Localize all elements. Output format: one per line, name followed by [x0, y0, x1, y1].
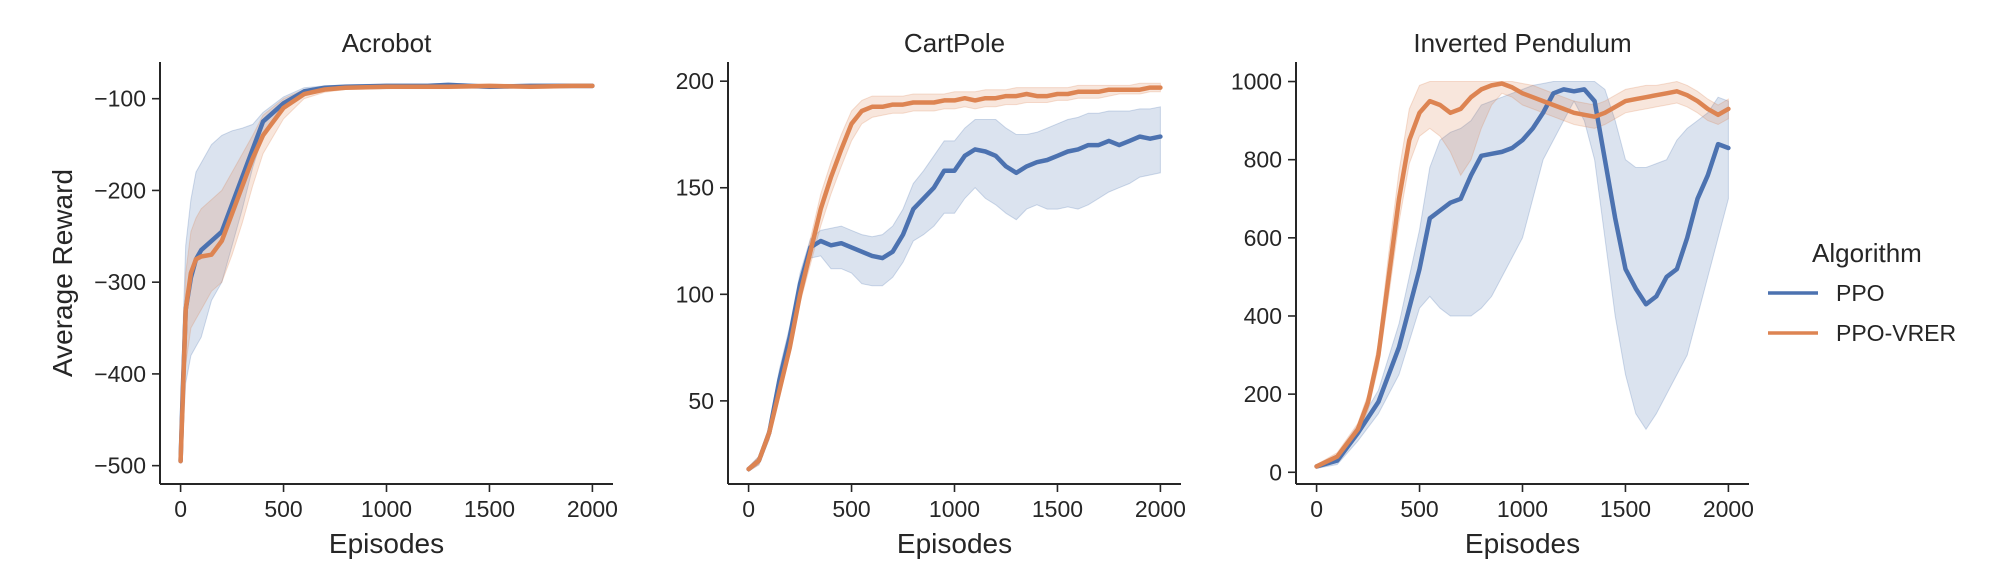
y-tick-label: −100 [94, 86, 146, 112]
x-tick-label: 500 [832, 496, 870, 522]
chart-panel-1: 0 500 1000 1500 2000 −500 −400 −300 −200 −100 Acro… [47, 28, 618, 559]
chart-panel-2: 0 500 1000 1500 2000 50 100 150 200 CartPole Episo… [676, 28, 1186, 559]
x-tick-label: 0 [1310, 496, 1323, 522]
confidence-band-ppo-vrer [748, 82, 1161, 473]
confidence-band-ppo [180, 82, 593, 462]
series-line-ppo [746, 134, 1163, 472]
y-axis-label: Average Reward [47, 169, 78, 377]
x-tick-label: 2000 [1703, 496, 1754, 522]
x-axis-label: Episodes [897, 528, 1012, 559]
series-line-ppo-vrer [746, 85, 1163, 472]
y-tick-label: 0 [1269, 459, 1282, 485]
legend: Algorithm PPO PPO-VRER [1768, 238, 1956, 346]
x-axis-label: Episodes [329, 528, 444, 559]
x-tick-label: 1500 [464, 496, 515, 522]
chart-title: CartPole [904, 28, 1005, 58]
x-tick-label: 2000 [567, 496, 618, 522]
y-tick-label: 50 [688, 388, 714, 414]
y-tick-label: −300 [94, 269, 146, 295]
legend-label-ppo: PPO [1836, 280, 1885, 306]
y-tick-label: −400 [94, 361, 146, 387]
series-line-ppo-vrer [178, 83, 595, 464]
x-tick-label: 2000 [1135, 496, 1186, 522]
series-line-ppo-vrer [1314, 81, 1731, 469]
x-axis-label: Episodes [1465, 528, 1580, 559]
y-tick-label: 100 [676, 281, 714, 307]
x-tick-label: 500 [264, 496, 302, 522]
x-tick-label: 0 [742, 496, 755, 522]
x-tick-label: 1500 [1600, 496, 1651, 522]
x-tick-label: 1000 [929, 496, 980, 522]
x-tick-label: 1500 [1032, 496, 1083, 522]
x-tick-label: 1000 [1497, 496, 1548, 522]
y-tick-label: −500 [94, 453, 146, 479]
confidence-band-ppo [748, 106, 1161, 473]
y-tick-label: 150 [676, 175, 714, 201]
y-tick-label: 1000 [1231, 69, 1282, 95]
y-tick-label: 600 [1244, 225, 1282, 251]
x-tick-label: 1000 [361, 496, 412, 522]
y-tick-label: 200 [676, 68, 714, 94]
legend-title: Algorithm [1812, 238, 1922, 268]
y-tick-label: 800 [1244, 147, 1282, 173]
y-tick-label: 400 [1244, 303, 1282, 329]
legend-label-ppo-vrer: PPO-VRER [1836, 320, 1956, 346]
chart-title: Acrobot [342, 28, 432, 58]
chart-title: Inverted Pendulum [1413, 28, 1631, 58]
chart-panel-3: 0 500 1000 1500 2000 0 200 400 600 800 1000 Inverte… [1231, 28, 1754, 559]
y-tick-label: −200 [94, 177, 146, 203]
y-tick-label: 200 [1244, 381, 1282, 407]
x-tick-label: 500 [1400, 496, 1438, 522]
x-tick-label: 0 [174, 496, 187, 522]
confidence-band-ppo [1316, 81, 1729, 470]
